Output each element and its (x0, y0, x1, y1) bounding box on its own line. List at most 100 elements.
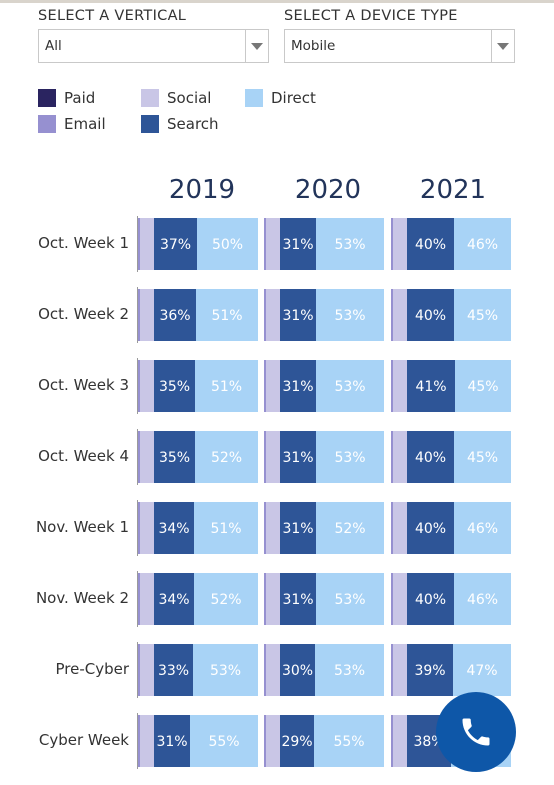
bar-segment-direct (454, 289, 511, 341)
bar-segment-email (391, 715, 393, 767)
bar-segment-search (280, 431, 316, 483)
bar-segment-direct (196, 289, 258, 341)
data-label-direct: 45% (467, 308, 498, 324)
bar-segment-search (154, 360, 195, 412)
vertical-select-divider (245, 30, 246, 62)
bar-group: 34% 52% (138, 573, 258, 625)
bar-segment-email (264, 218, 266, 270)
bar-segment-social (266, 644, 280, 696)
row-label: Pre-Cyber (55, 660, 129, 678)
data-label-search: 31% (282, 237, 313, 253)
data-label-direct: 53% (210, 663, 241, 679)
legend-label-social: Social (167, 89, 212, 107)
data-label-direct: 53% (334, 237, 365, 253)
call-button[interactable] (436, 692, 516, 772)
bar-segment-social (266, 289, 280, 341)
bar-segment-search (407, 573, 454, 625)
bar-group: 33% 53% (138, 644, 258, 696)
data-label-search: 31% (282, 592, 313, 608)
bar-segment-social (140, 218, 154, 270)
bar-segment-search (407, 644, 453, 696)
bar-segment-search (407, 502, 454, 554)
bar-group: 35% 51% (138, 360, 258, 412)
row-axis-line (137, 216, 138, 272)
bar-segment-email (264, 289, 266, 341)
bar-segment-direct (316, 502, 384, 554)
data-label-search: 40% (415, 592, 446, 608)
data-label-direct: 52% (210, 592, 241, 608)
row-label: Oct. Week 4 (38, 447, 129, 465)
bar-group: 34% 51% (138, 502, 258, 554)
row-axis-line (137, 429, 138, 485)
bar-segment-search (154, 431, 195, 483)
row-label: Nov. Week 1 (35, 518, 129, 536)
data-label-direct: 46% (467, 237, 498, 253)
vertical-select-value: All (45, 38, 62, 54)
legend-label-email: Email (64, 115, 106, 133)
bar-segment-search (280, 360, 316, 412)
row-label: Nov. Week 2 (35, 589, 129, 607)
bar-segment-email (138, 715, 140, 767)
data-label-search: 36% (159, 308, 190, 324)
bar-segment-social (266, 360, 280, 412)
bar-segment-email (138, 218, 140, 270)
data-label-search: 39% (414, 663, 445, 679)
data-label-direct: 50% (212, 237, 243, 253)
bar-segment-social (266, 715, 280, 767)
bar-segment-email (391, 644, 393, 696)
bar-segment-direct (314, 715, 384, 767)
bar-segment-email (138, 289, 140, 341)
data-label-search: 40% (415, 237, 446, 253)
year-header-2021: 2021 (419, 175, 487, 205)
data-label-direct: 53% (334, 379, 365, 395)
bar-segment-email (391, 431, 393, 483)
bar-segment-email (391, 218, 393, 270)
bar-segment-search (407, 218, 454, 270)
bar-segment-search (154, 715, 190, 767)
bar-segment-email (391, 502, 393, 554)
row-axis-line (137, 713, 138, 769)
row-label: Oct. Week 2 (38, 305, 129, 323)
bar-segment-direct (316, 289, 384, 341)
bar-segment-search (280, 573, 316, 625)
bar-segment-email (264, 360, 266, 412)
year-header-2019: 2019 (168, 175, 236, 205)
chevron-down-icon[interactable] (497, 43, 509, 50)
bar-segment-social (140, 573, 154, 625)
device-select-divider (491, 30, 492, 62)
bar-segment-social (393, 644, 407, 696)
row-label: Cyber Week (38, 731, 129, 749)
device-select[interactable]: Mobile (284, 29, 515, 63)
row-axis-line (137, 571, 138, 627)
bar-segment-search (407, 360, 455, 412)
bar-segment-search (154, 502, 194, 554)
bar-segment-email (138, 360, 140, 412)
bar-group: 35% 52% (138, 431, 258, 483)
bar-group: 40% 45% (391, 431, 511, 483)
bar-group: 31% 53% (264, 573, 384, 625)
bar-segment-email (391, 289, 393, 341)
data-label-search: 31% (282, 379, 313, 395)
data-label-search: 33% (158, 663, 189, 679)
bar-segment-direct (316, 573, 384, 625)
bar-segment-social (140, 502, 154, 554)
vertical-select[interactable]: All (38, 29, 269, 63)
data-label-direct: 51% (211, 308, 242, 324)
bar-segment-email (138, 431, 140, 483)
bar-segment-social (140, 289, 154, 341)
bar-segment-social (393, 289, 407, 341)
data-label-direct: 46% (467, 592, 498, 608)
data-label-search: 35% (159, 450, 190, 466)
bar-group: 37% 50% (138, 218, 258, 270)
data-label-search: 35% (159, 379, 190, 395)
bar-segment-direct (454, 573, 511, 625)
chevron-down-icon[interactable] (251, 43, 263, 50)
bar-group: 29% 55% (264, 715, 384, 767)
top-divider (0, 0, 554, 3)
bar-segment-email (264, 715, 266, 767)
bar-segment-search (154, 218, 197, 270)
data-label-search: 40% (415, 521, 446, 537)
row-label: Oct. Week 1 (38, 234, 129, 252)
bar-segment-direct (454, 502, 511, 554)
